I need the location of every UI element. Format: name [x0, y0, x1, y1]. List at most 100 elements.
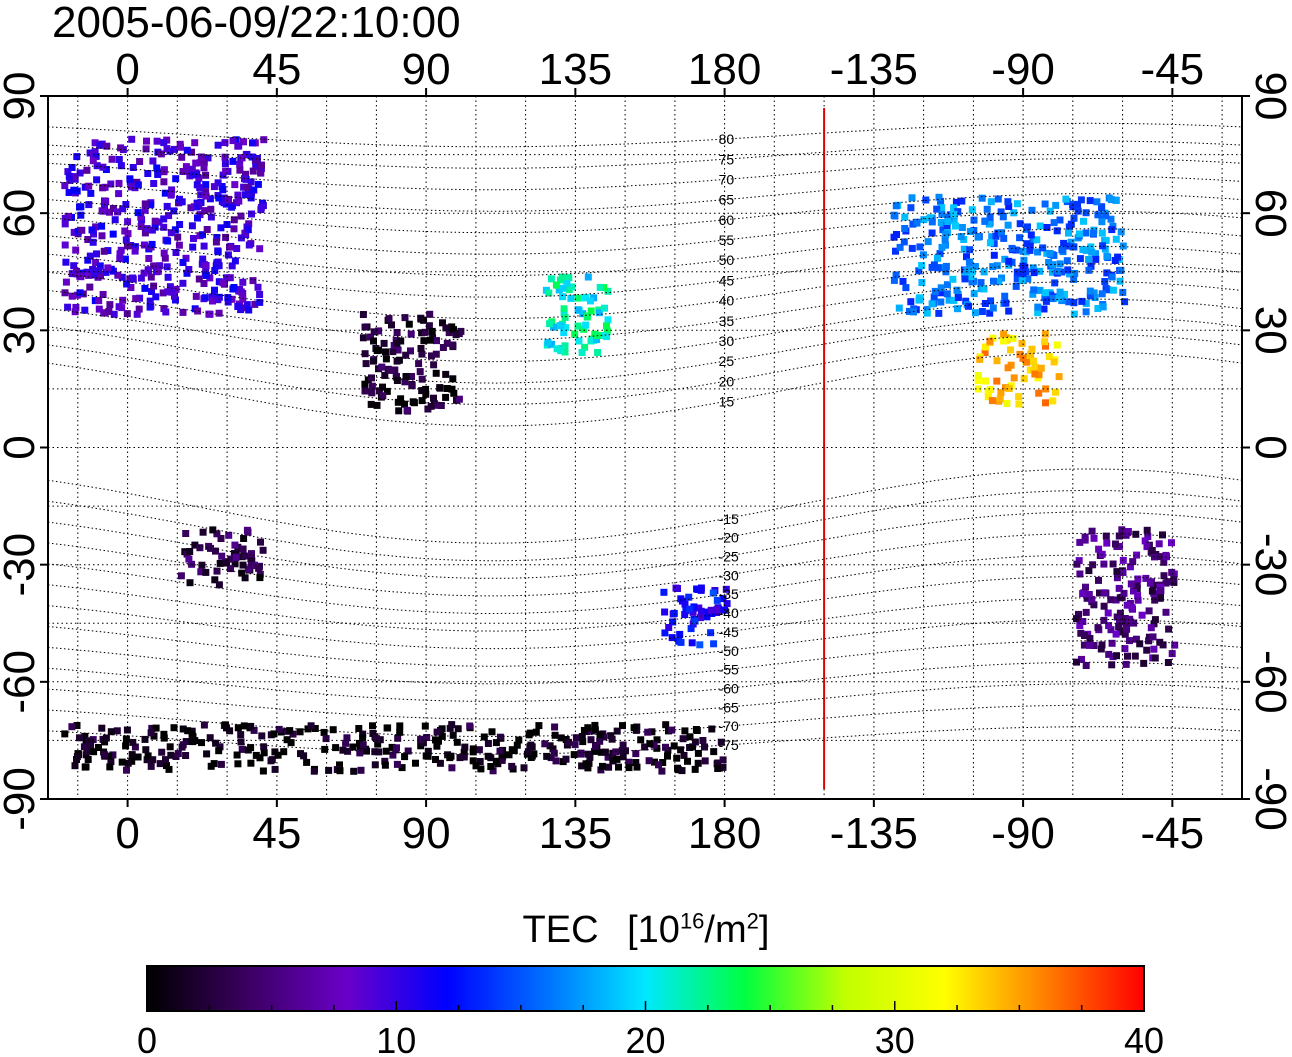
tec-pixel — [207, 213, 215, 221]
tec-pixel — [92, 152, 100, 160]
tec-pixel — [407, 347, 414, 355]
tec-pixel — [368, 389, 376, 397]
tec-pixel — [241, 574, 249, 582]
tec-pixel — [91, 139, 99, 147]
tec-pixel — [85, 182, 93, 190]
tec-pixel — [1013, 200, 1021, 208]
tec-pixel — [1086, 287, 1094, 295]
tec-pixel — [1107, 626, 1115, 634]
tec-pixel — [1121, 645, 1129, 653]
tec-region-japan — [542, 273, 612, 356]
lon-label-bottom: -90 — [991, 809, 1055, 858]
tec-pixel — [1030, 269, 1038, 277]
tec-pixel — [997, 208, 1005, 216]
tec-pixel — [1026, 242, 1034, 250]
tec-pixel — [1043, 224, 1051, 231]
tec-pixel — [219, 171, 227, 179]
tec-pixel — [1121, 298, 1129, 306]
tec-pixel — [697, 614, 704, 622]
tec-pixel — [977, 279, 985, 287]
tec-pixel — [155, 218, 163, 226]
tec-pixel — [207, 762, 215, 770]
lon-label-bottom: 0 — [115, 809, 139, 858]
tec-pixel — [408, 382, 416, 390]
tec-pixel — [965, 302, 972, 310]
tec-pixel — [300, 752, 308, 760]
tec-pixel — [176, 221, 184, 228]
tec-pixel — [202, 266, 210, 274]
tec-pixel — [974, 377, 982, 385]
tec-pixel — [669, 618, 677, 626]
tec-pixel — [1020, 375, 1028, 383]
tec-pixel — [92, 259, 100, 266]
tec-pixel — [230, 216, 238, 224]
tec-pixel — [1012, 246, 1020, 254]
tec-pixel — [1065, 298, 1073, 306]
tec-pixel — [1086, 292, 1094, 300]
tec-pixel — [147, 201, 155, 209]
tec-pixel — [430, 361, 438, 369]
tec-pixel — [213, 567, 221, 575]
tec-pixel — [931, 287, 939, 295]
tec-pixel — [71, 308, 79, 316]
tec-pixel — [418, 397, 426, 405]
tec-pixel — [118, 304, 126, 312]
tec-pixel — [918, 262, 926, 269]
tec-pixel — [361, 350, 369, 358]
tec-pixel — [248, 550, 255, 558]
tec-pixel — [257, 203, 265, 211]
tec-pixel — [1002, 384, 1009, 392]
mlat-label: 30 — [719, 333, 735, 349]
tec-pixel — [72, 246, 80, 254]
tec-pixel — [172, 249, 180, 256]
tec-pixel — [215, 278, 223, 286]
tec-pixel — [709, 589, 717, 597]
tec-pixel — [204, 154, 212, 162]
tec-pixel — [442, 324, 450, 332]
tec-pixel — [212, 238, 220, 246]
tec-pixel — [197, 153, 205, 161]
tec-pixel — [952, 198, 960, 206]
tec-pixel — [349, 743, 357, 751]
tec-pixel — [1019, 262, 1027, 270]
tec-pixel — [961, 275, 969, 283]
tec-pixel — [934, 254, 941, 262]
tec-pixel — [439, 319, 446, 327]
tec-pixel — [545, 289, 553, 297]
tec-pixel — [64, 168, 72, 176]
plot-title: 2005-06-09/22:10:00 — [52, 0, 461, 47]
tec-pixel — [1078, 297, 1086, 305]
tec-pixel — [1104, 609, 1112, 617]
tec-pixel — [407, 330, 415, 338]
tec-pixel — [544, 338, 552, 346]
tec-pixel — [421, 722, 429, 730]
tec-pixel — [106, 208, 113, 216]
tec-pixel — [126, 175, 134, 183]
tec-pixel — [160, 215, 168, 223]
mlat-label: -50 — [719, 643, 739, 659]
tec-pixel — [477, 765, 485, 773]
tec-pixel — [247, 562, 255, 570]
tec-pixel — [1159, 531, 1166, 539]
tec-pixel — [1151, 654, 1159, 662]
tec-pixel — [200, 164, 208, 172]
tec-pixel — [62, 258, 70, 266]
tec-pixel — [1010, 374, 1018, 382]
tec-pixel — [574, 322, 582, 330]
tec-pixel — [385, 315, 393, 323]
tec-pixel — [236, 160, 244, 168]
tec-pixel — [890, 211, 898, 219]
tec-pixel — [1138, 611, 1146, 619]
tec-pixel — [1076, 570, 1084, 578]
tec-pixel — [1105, 622, 1113, 630]
tec-pixel — [336, 761, 343, 769]
tec-pixel — [988, 233, 996, 241]
tec-pixel — [584, 273, 592, 281]
tec-pixel — [151, 217, 159, 225]
mlat-contour — [48, 333, 1242, 405]
geomagnetic-contours — [48, 122, 1242, 755]
tec-pixel — [245, 241, 253, 249]
tec-pixel — [239, 295, 247, 303]
tec-pixel — [1113, 568, 1121, 576]
tec-pixel — [1160, 558, 1168, 566]
